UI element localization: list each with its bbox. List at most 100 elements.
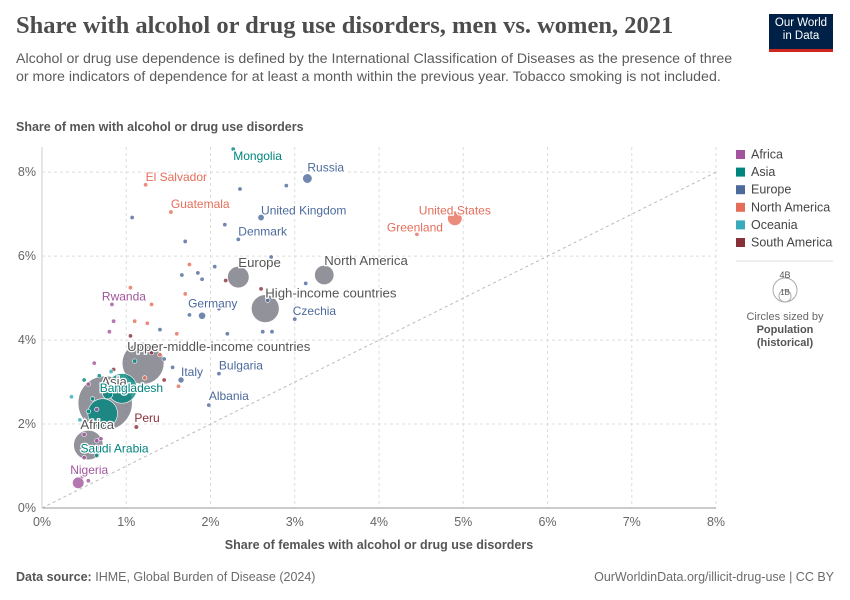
size-legend-caption: Circles sized by <box>746 311 824 323</box>
x-tick-label: 1% <box>117 515 135 529</box>
data-point <box>175 383 181 389</box>
legend-swatch <box>736 185 745 195</box>
data-point <box>157 352 163 358</box>
data-point <box>269 329 275 335</box>
x-tick-label: 5% <box>454 515 472 529</box>
x-tick-label: 3% <box>286 515 304 529</box>
data-label: Czechia <box>293 304 337 318</box>
data-point <box>216 306 222 312</box>
legend-label: Africa <box>751 148 783 162</box>
data-point <box>115 383 121 389</box>
legend-swatch <box>736 238 745 247</box>
data-label: High-income countries <box>265 286 397 301</box>
point-united-kingdom <box>257 213 265 222</box>
legend-label: Europe <box>751 183 791 197</box>
y-tick-label: 4% <box>18 333 36 347</box>
point-greenland <box>414 231 420 237</box>
data-label: Nigeria <box>70 463 108 477</box>
data-point <box>111 318 117 324</box>
data-label: Mongolia <box>233 149 282 163</box>
data-point <box>186 262 192 268</box>
legend-swatch <box>736 202 745 212</box>
point-el-salvador <box>143 182 149 188</box>
data-point <box>224 331 230 337</box>
size-legend-variable: Population <box>757 324 814 336</box>
size-legend-big-label: 4B <box>779 270 790 280</box>
data-point <box>73 469 79 475</box>
data-point <box>81 377 87 383</box>
data-point <box>182 291 188 297</box>
data-point <box>170 364 176 370</box>
data-point <box>85 381 91 387</box>
data-label: Europe <box>238 255 281 270</box>
data-label: Peru <box>134 411 159 425</box>
data-point <box>212 264 218 270</box>
x-tick-label: 0% <box>33 515 51 529</box>
data-point <box>77 463 83 469</box>
data-label: Denmark <box>238 224 288 238</box>
chart-title: Share with alcohol or drug use disorders… <box>16 12 674 39</box>
data-point <box>94 438 100 444</box>
data-point <box>179 272 185 278</box>
data-point <box>106 329 112 335</box>
data-point <box>260 329 266 335</box>
point-united-states <box>447 210 463 226</box>
data-point <box>132 358 138 364</box>
data-point <box>85 408 91 414</box>
data-label: Bulgaria <box>219 359 263 373</box>
data-point <box>199 276 205 282</box>
owid-logo[interactable]: Our World in Data <box>769 14 833 52</box>
data-point <box>237 186 243 192</box>
point-bangladesh <box>102 388 114 400</box>
legend-swatch <box>736 167 745 177</box>
point-nigeria <box>72 476 85 489</box>
data-label: Guatemala <box>171 197 230 211</box>
data-point <box>94 453 100 459</box>
point-peru <box>133 424 139 430</box>
data-label: Bangladesh <box>100 381 163 395</box>
data-point <box>90 396 96 402</box>
x-tick-label: 8% <box>707 515 725 529</box>
data-point <box>68 394 74 400</box>
point-mongolia <box>230 146 236 152</box>
x-tick-label: 2% <box>201 515 219 529</box>
data-point <box>90 419 96 425</box>
data-point <box>174 331 180 337</box>
data-point <box>268 254 274 260</box>
data-label: Greenland <box>387 220 443 234</box>
data-point <box>157 327 163 333</box>
data-label: Germany <box>188 297 237 311</box>
data-label: United States <box>419 203 491 217</box>
data-point <box>91 360 97 366</box>
scatter-chart: Share of men with alcohol or drug use di… <box>16 120 833 552</box>
data-point <box>222 222 228 228</box>
license-link[interactable]: OurWorldinData.org/illicit-drug-use | CC… <box>594 570 834 584</box>
data-label: El Salvador <box>146 170 207 184</box>
data-point <box>265 297 271 303</box>
data-point <box>96 373 102 379</box>
point-saudi-arabia <box>89 448 96 455</box>
y-tick-label: 0% <box>18 501 36 515</box>
data-point <box>210 390 216 396</box>
x-tick-label: 4% <box>370 515 388 529</box>
point-czechia <box>292 316 298 322</box>
x-axis-title: Share of females with alcohol or drug us… <box>225 538 533 552</box>
x-tick-label: 6% <box>538 515 556 529</box>
data-point <box>195 270 201 276</box>
y-tick-label: 2% <box>18 417 36 431</box>
data-point <box>161 356 167 362</box>
data-point <box>149 301 155 307</box>
point-italy <box>177 376 185 384</box>
data-point <box>106 373 138 404</box>
data-label: United Kingdom <box>261 204 346 218</box>
data-point <box>94 406 100 412</box>
data-point <box>108 369 114 375</box>
point-bulgaria <box>216 371 222 377</box>
point-high-income-countries <box>251 294 280 323</box>
point-guatemala <box>168 209 174 215</box>
data-point <box>79 474 85 480</box>
data-label: Upper-middle-income countries <box>127 339 311 354</box>
legend-swatch <box>736 220 745 230</box>
data-point <box>186 312 192 318</box>
data-point <box>258 286 264 292</box>
